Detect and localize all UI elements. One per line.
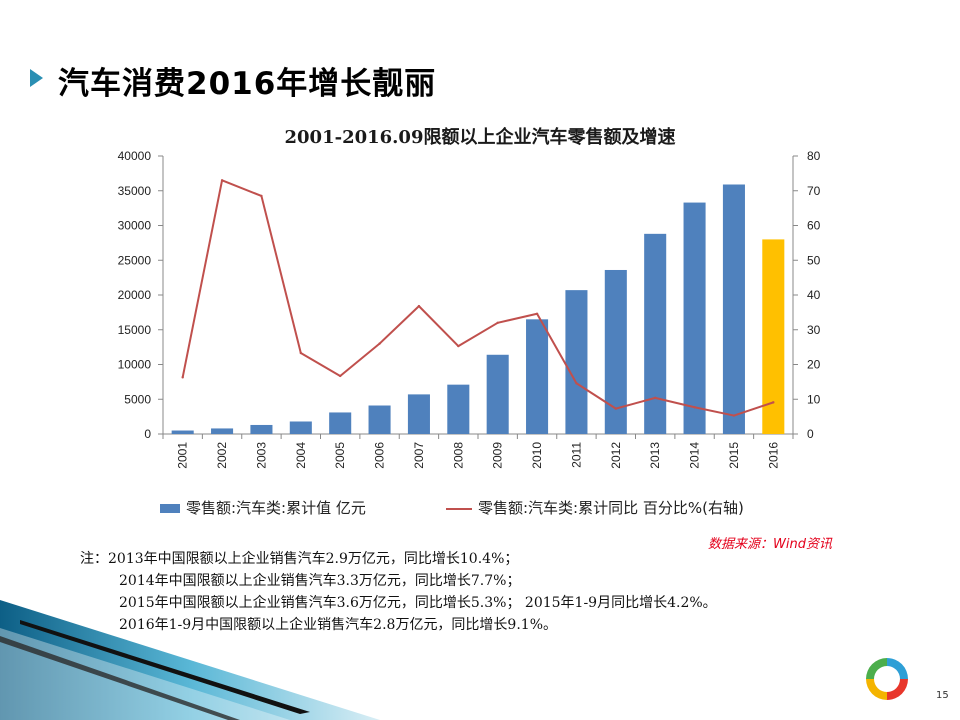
bar bbox=[407, 394, 430, 434]
right-tick-label: 20 bbox=[807, 358, 821, 372]
bar bbox=[486, 354, 509, 434]
line-point bbox=[535, 312, 539, 315]
note-line-3: 2015年中国限额以上企业销售汽车3.6万亿元，同比增长5.3%； 2015年1… bbox=[119, 595, 717, 611]
line-point bbox=[653, 396, 657, 400]
right-tick-label: 0 bbox=[807, 427, 814, 441]
ring-logo-icon bbox=[866, 658, 908, 700]
right-tick-label: 80 bbox=[807, 149, 821, 163]
left-tick-label: 20000 bbox=[118, 288, 152, 302]
note-text: 2013年中国限额以上企业销售汽车2.9万亿元，同比增长10.4%； bbox=[108, 551, 519, 567]
line-point bbox=[496, 321, 499, 324]
line-point bbox=[693, 406, 696, 409]
legend-line-series: 零售额:汽车类:累计同比 百分比%(右轴) bbox=[446, 497, 744, 518]
right-tick-label: 10 bbox=[807, 392, 821, 406]
page-number: 15 bbox=[936, 690, 949, 701]
slide-title: 汽车消费2016年增长靓丽 bbox=[58, 66, 437, 102]
line-point bbox=[220, 179, 224, 182]
left-tick-label: 0 bbox=[144, 427, 151, 441]
x-tick-label: 2013 bbox=[648, 442, 662, 469]
note-line-4: 2016年1-9月中国限额以上企业销售汽车2.8万亿元，同比增长9.1%。 bbox=[119, 617, 558, 633]
right-tick-label: 70 bbox=[807, 184, 821, 198]
note-line-1: 注：2013年中国限额以上企业销售汽车2.9万亿元，同比增长10.4%； bbox=[80, 548, 717, 570]
line-point bbox=[614, 407, 618, 410]
legend-line-label: 零售额:汽车类:累计同比 百分比%(右轴) bbox=[478, 499, 744, 517]
bar bbox=[211, 428, 234, 434]
chart-title: 2001-2016.09限额以上企业汽车零售额及增速 bbox=[284, 127, 676, 148]
line-point bbox=[575, 382, 578, 385]
legend-bar-series: 零售额:汽车类:累计值 亿元 bbox=[160, 497, 366, 518]
right-tick-label: 40 bbox=[807, 288, 821, 302]
left-tick-label: 30000 bbox=[118, 219, 152, 233]
x-tick-label: 2009 bbox=[491, 442, 505, 469]
line-point bbox=[417, 304, 421, 308]
note-prefix: 注： bbox=[80, 551, 108, 567]
arrow-bullet-icon bbox=[30, 69, 43, 87]
bar bbox=[329, 412, 352, 434]
line-point bbox=[181, 376, 184, 379]
note-line-2: 2014年中国限额以上企业销售汽车3.3万亿元，同比增长7.7%； bbox=[119, 573, 521, 589]
decorative-stripes bbox=[0, 600, 380, 720]
bar bbox=[447, 384, 470, 434]
legend-bar-swatch bbox=[160, 504, 180, 513]
line-point bbox=[260, 194, 263, 198]
right-tick-label: 50 bbox=[807, 253, 821, 267]
bar bbox=[762, 239, 785, 434]
bar bbox=[683, 202, 706, 434]
left-tick-label: 15000 bbox=[118, 323, 152, 337]
line-point bbox=[338, 374, 342, 378]
x-tick-label: 2007 bbox=[412, 442, 426, 469]
legend-line-swatch bbox=[446, 507, 472, 510]
x-tick-label: 2011 bbox=[569, 442, 583, 468]
line-point bbox=[732, 414, 736, 417]
bar bbox=[250, 424, 273, 434]
legend-bar-label: 零售额:汽车类:累计值 亿元 bbox=[186, 499, 366, 517]
x-tick-label: 2006 bbox=[373, 442, 387, 469]
x-tick-label: 2005 bbox=[333, 442, 347, 469]
right-tick-label: 60 bbox=[807, 219, 821, 233]
x-tick-label: 2001 bbox=[176, 442, 190, 469]
data-source: 数据来源：Wind资讯 bbox=[708, 537, 832, 552]
line-point bbox=[299, 351, 303, 355]
right-tick-label: 30 bbox=[807, 323, 821, 337]
line-point bbox=[772, 401, 775, 404]
x-tick-label: 2002 bbox=[215, 442, 229, 469]
x-tick-label: 2012 bbox=[609, 442, 623, 469]
growth-line bbox=[181, 179, 774, 417]
combo-chart: 0 5000 10000 15000 20000 25000 30000 35000 40000… bbox=[118, 149, 821, 469]
x-tick-label: 2015 bbox=[727, 442, 741, 469]
left-tick-label: 25000 bbox=[118, 253, 152, 267]
x-tick-label: 2016 bbox=[766, 442, 780, 469]
bar bbox=[289, 421, 312, 434]
x-tick-label: 2010 bbox=[530, 442, 544, 469]
bar bbox=[644, 233, 667, 434]
bar bbox=[604, 269, 627, 434]
bar bbox=[565, 290, 588, 434]
x-tick-label: 2014 bbox=[688, 442, 702, 469]
line-point bbox=[457, 344, 460, 348]
bar bbox=[368, 405, 391, 434]
line-point bbox=[378, 342, 381, 345]
x-tick-label: 2008 bbox=[451, 442, 465, 469]
notes-block: 注：2013年中国限额以上企业销售汽车2.9万亿元，同比增长10.4%； 201… bbox=[80, 548, 717, 636]
left-tick-label: 35000 bbox=[118, 184, 152, 198]
x-tick-label: 2004 bbox=[294, 442, 308, 469]
bar bbox=[171, 430, 194, 434]
left-tick-label: 40000 bbox=[118, 149, 152, 163]
x-tick-label: 2003 bbox=[254, 442, 268, 469]
bar bbox=[722, 184, 745, 434]
bar bbox=[526, 319, 549, 434]
left-tick-label: 5000 bbox=[124, 392, 151, 406]
left-tick-label: 10000 bbox=[118, 358, 152, 372]
